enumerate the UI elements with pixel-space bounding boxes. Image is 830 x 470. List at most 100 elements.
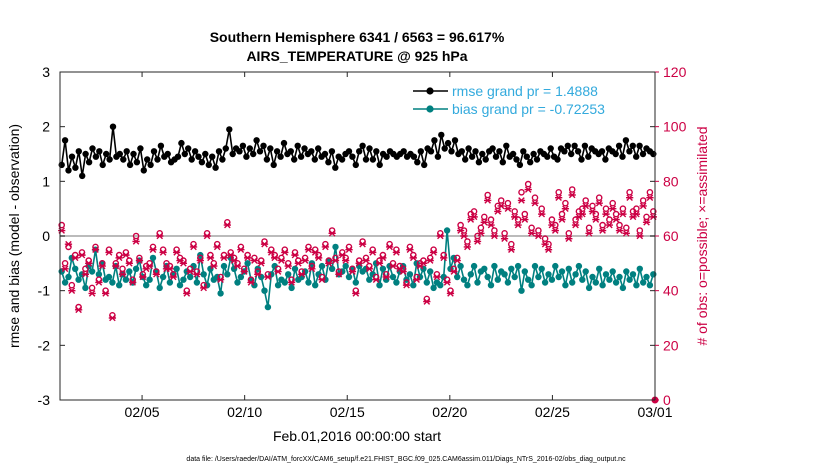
data-point [263, 156, 271, 163]
obs-assimilated-point [257, 260, 265, 267]
data-point [132, 265, 140, 272]
obs-assimilated-point [460, 232, 468, 240]
x-tick-label: 03/01 [637, 404, 672, 420]
data-point [311, 156, 318, 163]
data-point [72, 164, 79, 171]
data-point [531, 262, 539, 270]
y2-axis-label: # of obs: o=possible; ×=assimilated [694, 126, 710, 345]
data-point [554, 156, 561, 163]
obs-assimilated-point [277, 257, 286, 264]
obs-possible-point [565, 229, 573, 237]
x-tick-label: 02/10 [227, 404, 262, 420]
obs-assimilated-point [331, 257, 340, 264]
data-point [88, 268, 96, 275]
data-point [535, 273, 542, 281]
obs-assimilated-point [598, 227, 607, 234]
obs-possible-point [487, 216, 495, 223]
obs-assimilated-point [609, 205, 617, 212]
data-point [451, 137, 459, 144]
data-point [180, 276, 187, 283]
data-point [222, 145, 229, 152]
data-point [174, 153, 182, 160]
data-point [198, 159, 206, 166]
obs-assimilated-point [595, 199, 603, 207]
data-point [589, 273, 596, 281]
data-point [229, 150, 236, 158]
data-point [523, 153, 530, 160]
obs-assimilated-point [254, 270, 262, 278]
data-point [321, 150, 329, 158]
obs-assimilated-point [385, 243, 394, 251]
data-point [342, 262, 349, 270]
data-point [200, 271, 207, 278]
data-point [400, 148, 407, 155]
data-point [574, 148, 582, 155]
obs-assimilated-point [210, 262, 218, 270]
data-point [95, 271, 103, 278]
data-point [96, 148, 103, 155]
data-point [150, 148, 158, 155]
data-point [85, 159, 93, 166]
obs-assimilated-point [615, 227, 624, 234]
data-point [572, 271, 579, 278]
obs-possible-point [68, 281, 76, 289]
obs-assimilated-point [507, 246, 515, 253]
obs-assimilated-point [389, 262, 397, 270]
y2-tick-label: 100 [663, 119, 687, 135]
obs-assimilated-point [524, 186, 532, 193]
data-point [545, 271, 552, 278]
obs-assimilated-point [453, 257, 461, 264]
data-point [558, 268, 566, 275]
data-point [224, 271, 231, 278]
obs-assimilated-point [551, 227, 559, 234]
data-point [406, 271, 414, 278]
data-point [243, 153, 250, 160]
obs-possible-point [119, 265, 126, 273]
obs-possible-point [501, 229, 508, 237]
obs-assimilated-point [112, 262, 120, 270]
obs-assimilated-point [196, 257, 204, 264]
data-point [619, 284, 627, 292]
obs-assimilated-point [166, 265, 174, 273]
obs-assimilated-point [433, 273, 441, 281]
data-point [437, 282, 444, 289]
y2-tick-label: 20 [663, 337, 679, 353]
obs-assimilated-point [223, 221, 231, 229]
data-point [571, 142, 578, 149]
data-point [430, 284, 437, 292]
data-point [109, 123, 117, 130]
obs-assimilated-point [426, 257, 434, 264]
obs-assimilated-point [429, 249, 438, 256]
obs-assimilated-point [379, 254, 387, 262]
data-point [489, 145, 496, 152]
obs-assimilated-point [135, 257, 144, 264]
data-point [338, 156, 346, 163]
obs-assimilated-point [531, 199, 539, 207]
obs-possible-point [582, 197, 590, 204]
data-point [481, 265, 488, 272]
data-point [209, 153, 216, 160]
data-point [366, 145, 373, 152]
data-point [643, 273, 650, 281]
obs-assimilated-point [612, 216, 620, 223]
obs-assimilated-point [521, 216, 529, 223]
data-point [176, 282, 184, 289]
obs-assimilated-point [342, 257, 350, 264]
data-point [457, 262, 464, 270]
obs-assimilated-point [281, 249, 289, 256]
obs-assimilated-point [484, 197, 492, 204]
obs-assimilated-point [578, 210, 586, 218]
data-point [270, 161, 277, 169]
chart-subtitle: AIRS_TEMPERATURE @ 925 hPa [246, 48, 467, 64]
data-point [470, 262, 478, 270]
data-point [123, 148, 130, 155]
data-point [544, 153, 551, 160]
data-point [441, 145, 448, 152]
data-point [454, 273, 461, 281]
obs-assimilated-point [399, 268, 407, 275]
obs-assimilated-point [585, 229, 593, 237]
obs-possible-point [521, 210, 529, 218]
data-point [623, 268, 630, 275]
obs-assimilated-point [203, 232, 211, 240]
obs-assimilated-point [284, 262, 292, 270]
